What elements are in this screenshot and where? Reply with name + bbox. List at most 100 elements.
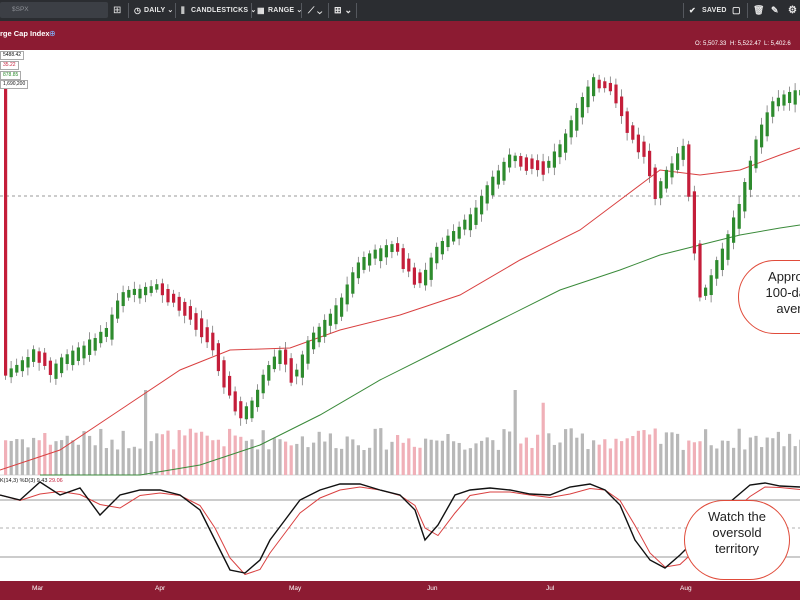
volume-bar bbox=[328, 433, 332, 475]
candle bbox=[620, 89, 624, 124]
candle bbox=[519, 152, 523, 171]
candle-body bbox=[228, 375, 232, 396]
volume-bar bbox=[9, 440, 13, 475]
x-label-jul: Jul bbox=[546, 585, 555, 592]
candle-body bbox=[558, 144, 562, 158]
candle bbox=[4, 84, 8, 380]
layout-icon[interactable]: ⊞ ⌄ bbox=[334, 5, 353, 15]
volume-bar bbox=[575, 437, 579, 475]
candle-body bbox=[250, 400, 254, 419]
candle-body bbox=[278, 350, 282, 364]
volume-bar bbox=[480, 440, 484, 475]
ma100-line bbox=[40, 224, 800, 476]
candle-body bbox=[328, 313, 332, 326]
stochastic-lines bbox=[0, 481, 800, 576]
settings-icon[interactable]: ⚙ bbox=[788, 5, 798, 16]
top-toolbar: $SPX ⊞ ◷ DAILY ⌄ ⫼ CANDLESTICKS ⌄ ▦ RANG… bbox=[0, 0, 800, 21]
candle-body bbox=[715, 260, 719, 279]
candle bbox=[782, 90, 786, 111]
candle bbox=[211, 325, 215, 356]
candle bbox=[306, 335, 310, 370]
x-label-aug: Aug bbox=[680, 585, 692, 592]
candle bbox=[530, 154, 534, 175]
candle-body bbox=[429, 257, 433, 280]
comment-icon[interactable]: ▢ bbox=[732, 5, 741, 15]
chart-type-dropdown[interactable]: CANDLESTICKS ⌄ bbox=[191, 7, 257, 14]
period-dropdown[interactable]: DAILY ⌄ bbox=[144, 7, 174, 14]
trash-icon[interactable]: 🗑 bbox=[753, 5, 765, 15]
volume-bar bbox=[132, 446, 136, 475]
candle bbox=[373, 244, 377, 265]
volume-bar bbox=[468, 448, 472, 475]
candle-body bbox=[687, 144, 691, 197]
candle bbox=[631, 122, 635, 144]
candle bbox=[194, 307, 198, 337]
volume-bar bbox=[586, 449, 590, 475]
candle bbox=[188, 299, 192, 325]
candle-body bbox=[43, 352, 47, 366]
candle-body bbox=[524, 157, 528, 171]
candle-body bbox=[65, 354, 69, 364]
volume-bar bbox=[681, 449, 685, 475]
candle bbox=[340, 293, 344, 321]
candle bbox=[267, 360, 271, 386]
candle bbox=[228, 371, 232, 399]
candle bbox=[648, 143, 652, 183]
volume-bar bbox=[200, 431, 204, 475]
add-icon[interactable]: ⊞ bbox=[113, 5, 122, 16]
candle bbox=[491, 170, 495, 199]
volume-bar bbox=[496, 449, 500, 475]
candle bbox=[597, 74, 601, 93]
volume-bar bbox=[407, 438, 411, 475]
volume-bar bbox=[65, 435, 69, 475]
candle bbox=[328, 308, 332, 334]
volume-bar bbox=[760, 447, 764, 475]
candle bbox=[726, 230, 730, 266]
candle-body bbox=[692, 191, 696, 254]
volume-bar bbox=[569, 428, 573, 475]
volume-bar bbox=[306, 447, 310, 475]
volume-bar bbox=[43, 432, 47, 475]
candle bbox=[737, 196, 741, 235]
candle bbox=[463, 214, 467, 236]
candle-body bbox=[138, 288, 142, 299]
symbol-search-input[interactable]: $SPX bbox=[0, 2, 108, 18]
stoch-d-line bbox=[0, 486, 800, 576]
candle bbox=[104, 322, 108, 343]
range-label: RANGE bbox=[268, 7, 295, 14]
info-icon[interactable]: ⊕ bbox=[49, 29, 56, 38]
draw-tool-icon[interactable]: ✎ bbox=[771, 5, 779, 15]
volume-bar bbox=[491, 440, 495, 475]
candle-body bbox=[71, 350, 75, 366]
candle-body bbox=[272, 356, 276, 370]
volume-bar bbox=[664, 432, 668, 475]
candle-body bbox=[172, 293, 176, 303]
saved-status[interactable]: SAVED bbox=[702, 0, 727, 21]
chart-title: rge Cap Index bbox=[0, 29, 50, 38]
candle-body bbox=[239, 401, 243, 419]
candle-body bbox=[104, 327, 108, 337]
volume-bars bbox=[4, 390, 800, 475]
candle-body bbox=[149, 286, 153, 293]
candle-body bbox=[200, 318, 204, 338]
range-dropdown[interactable]: RANGE ⌄ bbox=[268, 7, 303, 14]
volume-bar bbox=[76, 444, 80, 475]
candle bbox=[642, 135, 646, 164]
indicators-icon[interactable]: ⟋ ⌄ bbox=[308, 5, 323, 15]
volume-bar bbox=[552, 444, 556, 475]
candle-body bbox=[121, 292, 125, 307]
volume-bar bbox=[631, 435, 635, 475]
candle-body bbox=[26, 357, 30, 368]
candle bbox=[558, 139, 562, 165]
candle bbox=[636, 127, 640, 159]
price-chart[interactable] bbox=[0, 50, 800, 581]
volume-bar bbox=[463, 449, 467, 475]
volume-bar bbox=[116, 449, 120, 475]
candle-body bbox=[9, 368, 13, 378]
oversold-callout: Watch the oversold territory bbox=[684, 500, 790, 580]
price-tag-ma100: 878.85 bbox=[0, 71, 22, 80]
candle-body bbox=[356, 262, 360, 279]
toolbar-divider bbox=[683, 3, 684, 18]
candle-body bbox=[37, 351, 41, 363]
stoch-k-line bbox=[0, 481, 800, 574]
